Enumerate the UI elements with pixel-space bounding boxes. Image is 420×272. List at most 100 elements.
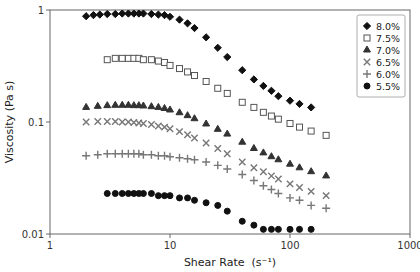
point	[259, 182, 267, 190]
point	[184, 20, 191, 27]
point	[155, 193, 161, 199]
point	[166, 13, 173, 20]
point	[140, 120, 146, 126]
point	[119, 190, 125, 196]
point	[224, 130, 231, 136]
y-axis-label: Viscosity (Pa s)	[3, 81, 16, 164]
point	[275, 156, 282, 162]
legend-symbol	[363, 70, 371, 78]
legend-symbol	[363, 22, 370, 29]
legend: 8.0%7.5%7.0%6.5%6.0%5.5%	[357, 15, 405, 97]
point	[112, 55, 118, 61]
y-tick	[46, 122, 50, 123]
point	[286, 97, 293, 104]
point	[111, 150, 119, 158]
data-points	[82, 10, 330, 232]
point	[104, 57, 110, 63]
point	[155, 123, 161, 129]
x-tick	[290, 234, 291, 238]
point	[268, 113, 274, 119]
point	[140, 102, 147, 108]
point	[190, 156, 198, 164]
point	[323, 192, 329, 198]
point	[167, 193, 173, 199]
legend-label: 8.0%	[376, 21, 400, 32]
point	[167, 62, 173, 68]
point	[224, 90, 230, 96]
x-tick	[170, 234, 171, 238]
series	[83, 118, 329, 199]
point	[215, 145, 221, 151]
point	[308, 128, 314, 134]
point	[167, 126, 173, 132]
point	[104, 190, 110, 196]
point	[275, 116, 281, 122]
series	[82, 150, 330, 212]
legend-symbol	[364, 35, 370, 41]
point	[267, 185, 275, 193]
point	[203, 200, 209, 206]
point	[191, 135, 197, 141]
point	[250, 144, 257, 150]
point	[203, 140, 209, 146]
point	[251, 222, 257, 228]
point	[191, 115, 198, 121]
legend-label: 7.0%	[376, 45, 400, 56]
point	[268, 226, 274, 232]
point	[214, 125, 221, 131]
point	[155, 103, 162, 109]
point	[296, 196, 304, 204]
point	[275, 176, 281, 182]
point	[112, 10, 119, 17]
point	[286, 194, 294, 202]
point	[104, 118, 110, 124]
point	[287, 160, 294, 166]
point	[224, 208, 230, 214]
point	[307, 201, 315, 209]
point	[191, 24, 198, 31]
point	[296, 164, 303, 170]
point	[161, 104, 168, 110]
legend-label: 6.5%	[376, 57, 400, 68]
x-tick-label: 100	[280, 240, 299, 251]
point	[274, 189, 282, 197]
point	[215, 85, 221, 91]
point	[239, 67, 246, 74]
point	[250, 76, 257, 83]
point	[96, 11, 103, 18]
point	[308, 104, 315, 111]
point	[83, 103, 90, 109]
point	[287, 226, 293, 232]
y-tick-label: 0.01	[22, 229, 44, 240]
point	[119, 119, 125, 125]
point	[287, 181, 293, 187]
legend-label: 6.0%	[376, 69, 400, 80]
legend-symbol	[364, 83, 370, 89]
point	[95, 118, 101, 124]
point	[147, 151, 155, 159]
point	[104, 10, 111, 17]
point	[177, 66, 183, 72]
point	[139, 151, 147, 159]
point	[94, 151, 102, 159]
point	[238, 170, 246, 178]
point	[185, 69, 191, 75]
point	[297, 226, 303, 232]
point	[104, 102, 111, 108]
point	[148, 121, 154, 127]
x-tick-label: 1	[47, 240, 53, 251]
point	[308, 188, 314, 194]
point	[166, 153, 174, 161]
point	[203, 120, 210, 126]
plot-frame	[50, 10, 410, 234]
x-tick-label: 10	[164, 240, 177, 251]
point	[148, 57, 154, 63]
point	[260, 109, 266, 115]
point	[322, 204, 330, 212]
point	[260, 226, 266, 232]
point	[140, 10, 147, 17]
point	[260, 168, 266, 174]
point	[155, 58, 161, 64]
point	[297, 124, 303, 130]
point	[177, 195, 183, 201]
